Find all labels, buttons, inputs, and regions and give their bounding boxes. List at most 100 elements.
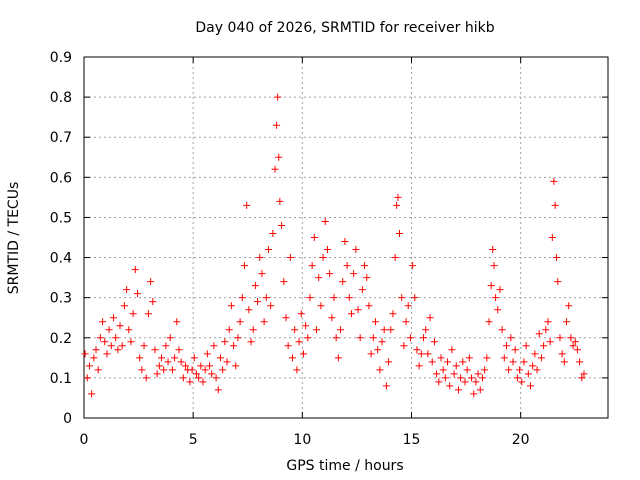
data-point xyxy=(448,346,456,354)
y-tick-label: 0.6 xyxy=(50,170,72,186)
data-point xyxy=(516,366,524,374)
data-point xyxy=(426,314,434,322)
y-tick-label: 0.9 xyxy=(50,50,72,66)
data-point xyxy=(171,354,179,362)
data-point xyxy=(565,302,573,310)
data-point xyxy=(323,246,331,254)
data-point xyxy=(573,346,581,354)
data-point xyxy=(212,374,220,382)
data-point xyxy=(391,254,399,262)
data-point xyxy=(507,334,515,342)
data-point xyxy=(201,366,209,374)
data-point xyxy=(186,378,194,386)
data-point xyxy=(387,326,395,334)
y-tick-label: 0.3 xyxy=(50,291,72,307)
data-point xyxy=(105,326,113,334)
y-tick-label: 0.5 xyxy=(50,210,72,226)
data-point xyxy=(533,366,541,374)
data-point xyxy=(398,294,406,302)
grid xyxy=(84,57,608,418)
data-point xyxy=(188,366,196,374)
data-point xyxy=(354,306,362,314)
data-point xyxy=(299,350,307,358)
data-point xyxy=(151,346,159,354)
data-point xyxy=(518,378,526,386)
data-point xyxy=(308,262,316,270)
data-point xyxy=(439,366,447,374)
data-point xyxy=(358,286,366,294)
data-point xyxy=(278,221,286,229)
data-point xyxy=(461,378,469,386)
data-point xyxy=(389,310,397,318)
data-point xyxy=(304,334,312,342)
data-point xyxy=(315,274,323,282)
data-point xyxy=(454,386,462,394)
data-point xyxy=(394,193,402,201)
data-point xyxy=(158,354,166,362)
data-point xyxy=(245,306,253,314)
data-point xyxy=(125,326,133,334)
data-point xyxy=(291,326,299,334)
data-point xyxy=(81,350,89,358)
data-point xyxy=(415,362,423,370)
data-point xyxy=(385,358,393,366)
data-point xyxy=(382,382,390,390)
data-point xyxy=(550,177,558,185)
data-point xyxy=(280,278,288,286)
data-point xyxy=(103,350,111,358)
data-point xyxy=(356,334,364,342)
data-point xyxy=(214,386,222,394)
data-point xyxy=(269,229,277,237)
data-point xyxy=(232,362,240,370)
data-point xyxy=(225,326,233,334)
axis-ticks: 0 0.1 0.2 0.3 0.4 0.5 0.6 0.7 0.8 0.9 0 5 10 15 20 xyxy=(50,50,608,448)
data-point xyxy=(457,374,465,382)
data-point xyxy=(112,334,120,342)
data-point xyxy=(317,302,325,310)
data-point xyxy=(552,254,560,262)
data-point xyxy=(274,93,282,101)
data-point xyxy=(463,366,471,374)
data-point xyxy=(343,262,351,270)
data-point xyxy=(83,374,91,382)
data-point xyxy=(367,350,375,358)
data-point xyxy=(177,358,185,366)
data-point xyxy=(505,366,513,374)
data-point xyxy=(371,318,379,326)
data-point xyxy=(540,342,548,350)
data-point xyxy=(289,354,297,362)
data-point xyxy=(136,354,144,362)
data-point xyxy=(142,374,150,382)
data-point xyxy=(219,366,227,374)
data-point xyxy=(380,326,388,334)
data-point xyxy=(85,362,93,370)
x-tick-label: 15 xyxy=(403,432,421,448)
data-point xyxy=(556,334,564,342)
data-point xyxy=(494,306,502,314)
data-point xyxy=(444,358,452,366)
data-point xyxy=(502,342,510,350)
data-point xyxy=(496,286,504,294)
data-point xyxy=(492,294,500,302)
data-point xyxy=(286,254,294,262)
data-point xyxy=(144,310,152,318)
data-point xyxy=(376,366,384,374)
data-point xyxy=(295,338,303,346)
data-point xyxy=(230,342,238,350)
data-point xyxy=(334,354,342,362)
data-point xyxy=(166,334,174,342)
data-point xyxy=(535,330,543,338)
y-tick-label: 0 xyxy=(63,411,72,427)
data-point xyxy=(404,302,412,310)
data-point xyxy=(210,342,218,350)
data-point xyxy=(450,370,458,378)
data-point xyxy=(238,294,246,302)
y-tick-label: 0.1 xyxy=(50,371,72,387)
data-point xyxy=(275,153,283,161)
data-point xyxy=(537,354,545,362)
data-point xyxy=(131,266,139,274)
data-point xyxy=(223,358,231,366)
data-point xyxy=(273,121,281,129)
y-tick-label: 0.2 xyxy=(50,331,72,347)
data-point xyxy=(138,366,146,374)
